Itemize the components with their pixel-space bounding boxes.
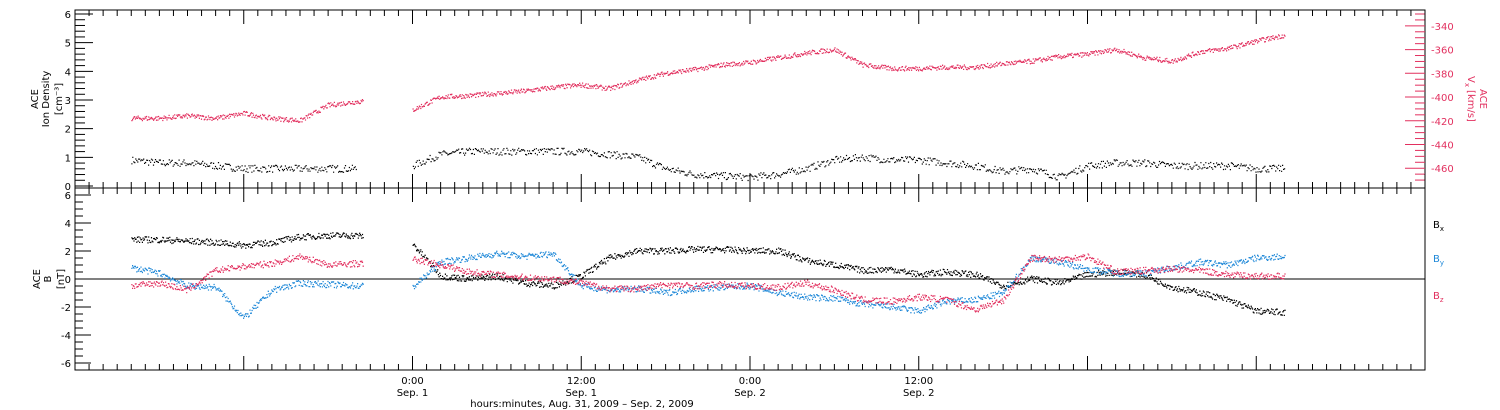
top-data bbox=[131, 34, 1286, 182]
bottom-panel: 6 4 2 0 -2 -4 -6 ACE B [nT] Bx By Bz bbox=[32, 187, 1444, 371]
x-tick-time-label: 12:00 bbox=[904, 376, 933, 387]
top-right-ylabel-line-1: ACE bbox=[1477, 89, 1488, 109]
top-left-tick-label: 1 bbox=[65, 153, 71, 164]
top-right-tick-label: -420 bbox=[1431, 117, 1454, 128]
legend-bz: Bz bbox=[1433, 291, 1444, 304]
top-left-tick-label: 4 bbox=[65, 67, 71, 78]
top-right-tick-label: -340 bbox=[1431, 22, 1454, 33]
top-right-tick-label: -440 bbox=[1431, 140, 1454, 151]
top-left-tick-label: 6 bbox=[65, 10, 71, 21]
x-tick-date-label: Sep. 2 bbox=[903, 388, 935, 399]
top-panel: 0 1 2 3 4 5 6 -340 -360 -380 -400 -420 -440 -460 ACE… bbox=[30, 9, 1488, 193]
bottom-left-tick-label: 6 bbox=[65, 191, 71, 202]
top-left-tick-label: 5 bbox=[65, 39, 71, 50]
series-bz bbox=[131, 253, 1286, 313]
bottom-ylabel-line-1: ACE bbox=[32, 269, 43, 289]
bottom-ylabel-line-2: B bbox=[43, 275, 54, 282]
x-tick-time-label: 0:00 bbox=[739, 376, 761, 387]
x-tick-date-label: Sep. 1 bbox=[565, 388, 597, 399]
legend-bx: Bx bbox=[1433, 220, 1444, 233]
bottom-left-tick-label: -6 bbox=[61, 359, 71, 370]
series-by bbox=[131, 250, 1286, 319]
top-right-tick-label: -380 bbox=[1431, 69, 1454, 80]
top-right-tick-label: -360 bbox=[1431, 46, 1454, 57]
bottom-left-tick-label: 0 bbox=[65, 275, 71, 286]
bottom-left-tick-label: -4 bbox=[61, 331, 71, 342]
velocity-unit: [km/s] bbox=[1465, 90, 1476, 122]
top-left-tick-label: 2 bbox=[65, 125, 71, 136]
top-left-tick-label: 0 bbox=[65, 182, 71, 193]
top-right-axis: -340 -360 -380 -400 -420 -440 -460 bbox=[1405, 13, 1454, 181]
bottom-data bbox=[131, 232, 1286, 319]
bottom-left-tick-label: -2 bbox=[61, 303, 71, 314]
x-tick-time-label: 0:00 bbox=[401, 376, 423, 387]
bottom-ylabel: ACE B [nT] bbox=[32, 269, 67, 289]
x-tick-date-label: Sep. 2 bbox=[734, 388, 766, 399]
series-bx bbox=[131, 232, 1286, 317]
x-axis-label: hours:minutes, Aug. 31, 2009 – Sep. 2, 2… bbox=[470, 399, 693, 410]
top-panel-frame bbox=[74, 9, 1426, 189]
top-left-ylabel-line-3: [cm⁻³] bbox=[54, 83, 65, 115]
top-right-ylabel-line-2: Vx [km/s] bbox=[1463, 76, 1476, 122]
density-series bbox=[131, 147, 1286, 182]
top-right-ylabel: ACE Vx [km/s] bbox=[1463, 76, 1488, 122]
x-tick-time-label: 12:00 bbox=[567, 376, 596, 387]
velocity-series bbox=[131, 34, 1286, 123]
legend-by: By bbox=[1433, 254, 1444, 267]
top-left-axis: 0 1 2 3 4 5 6 bbox=[65, 10, 93, 193]
top-right-tick-label: -400 bbox=[1431, 93, 1454, 104]
legend: Bx By Bz bbox=[1433, 220, 1444, 304]
top-left-tick-label: 3 bbox=[65, 96, 71, 107]
top-left-ylabel-line-2: Ion Density bbox=[41, 71, 52, 128]
velocity-symbol: V bbox=[1465, 76, 1476, 83]
top-right-tick-label: -460 bbox=[1431, 164, 1454, 175]
x-tick-date-label: Sep. 1 bbox=[397, 388, 429, 399]
bottom-left-tick-label: 2 bbox=[65, 247, 71, 258]
bottom-left-tick-label: 4 bbox=[65, 219, 71, 230]
velocity-subscript: x bbox=[1463, 83, 1471, 87]
top-left-ylabel: ACE Ion Density [cm⁻³] bbox=[30, 71, 65, 128]
top-left-ylabel-line-1: ACE bbox=[30, 89, 41, 109]
bottom-ylabel-line-3: [nT] bbox=[56, 269, 67, 289]
